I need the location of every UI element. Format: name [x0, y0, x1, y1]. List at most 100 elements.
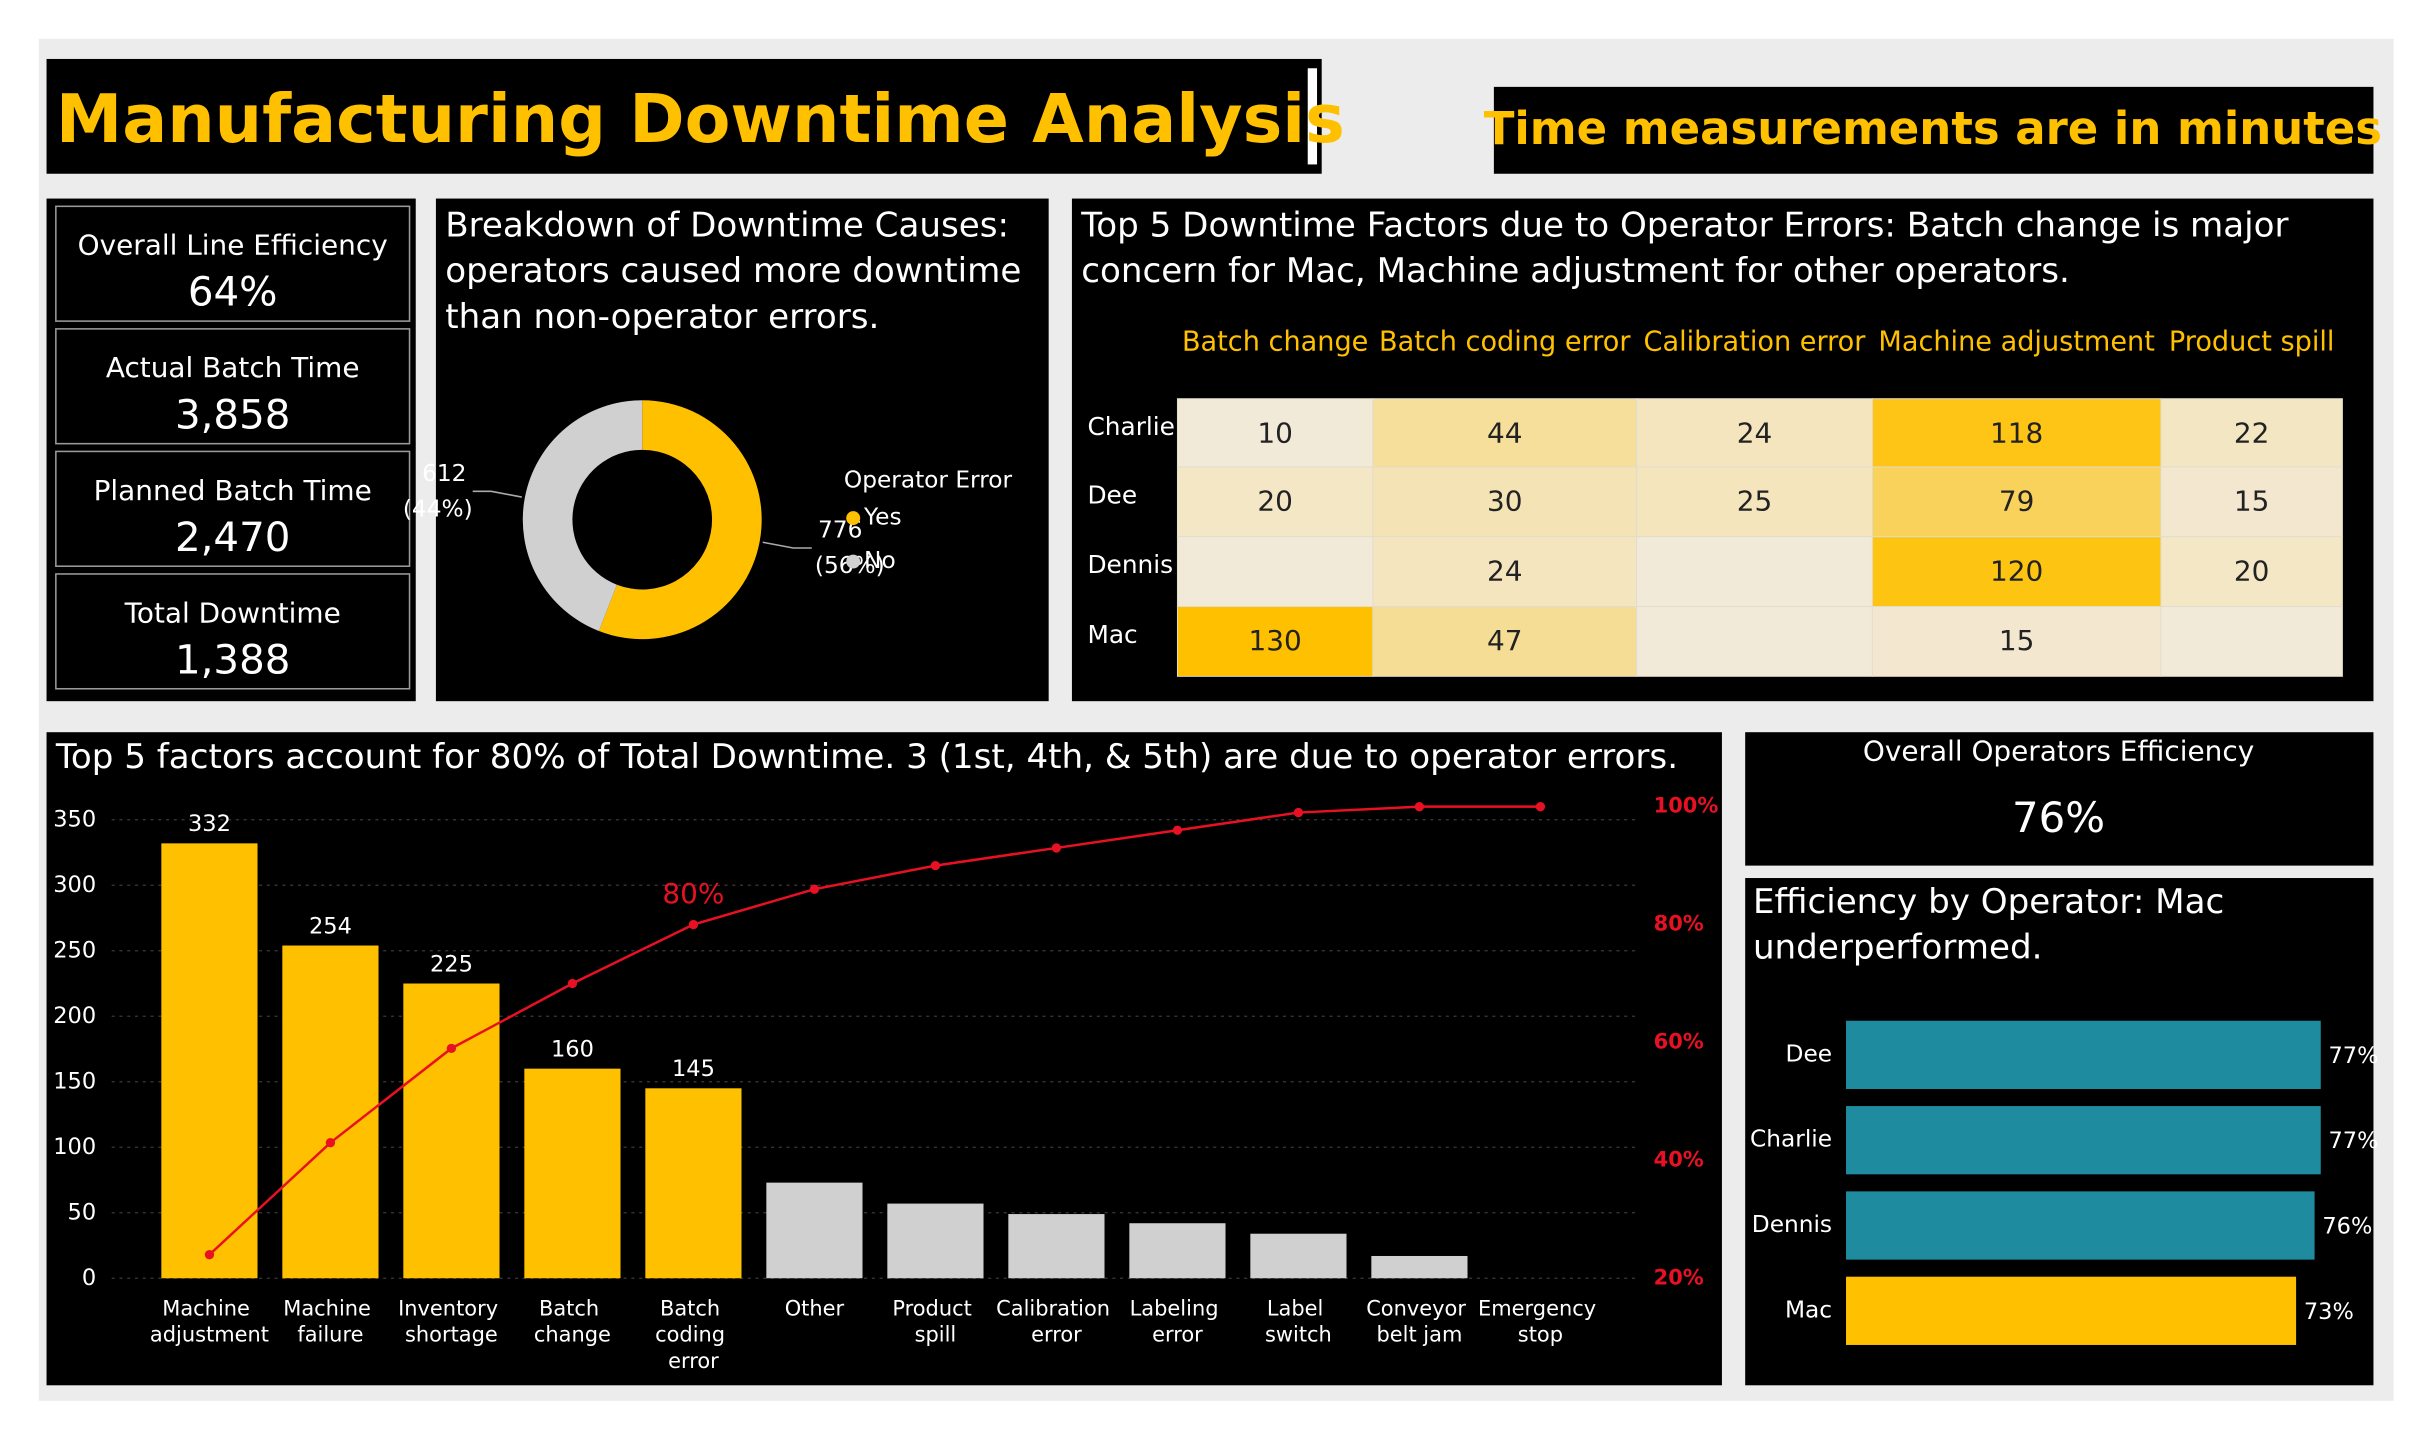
heat-cell [1372, 398, 1638, 468]
cumulative-line [208, 805, 1541, 1256]
x-tick-label: Machine failure [283, 1296, 377, 1346]
cell-value: 20 [2234, 554, 2270, 587]
donut-slice [598, 400, 762, 640]
bar [1250, 1233, 1347, 1279]
x-tick-label: Machine adjustment [150, 1296, 269, 1346]
donut-value-label: 612 [422, 460, 466, 487]
bar [1846, 1020, 2321, 1089]
cell-value: 15 [2234, 485, 2270, 518]
cell-value: 20 [1257, 485, 1293, 518]
x-tick-label: Emergency stop [1478, 1296, 1603, 1346]
bar [1129, 1223, 1226, 1279]
heat-cell [1176, 466, 1374, 538]
x-tick-label: Labeling error [1130, 1296, 1226, 1346]
heat-cell [1871, 606, 2162, 677]
kpi-label: Overall Operators Efficiency [1863, 734, 2254, 767]
kpi-value: 3,858 [175, 391, 290, 438]
kpi-value: 76% [2012, 793, 2105, 842]
bar-value-label: 77% [2329, 1043, 2379, 1069]
heat-cell [1372, 466, 1638, 538]
y-category-label: Mac [1785, 1296, 1832, 1323]
cumulative-point [930, 860, 941, 871]
y-tick-label: 150 [53, 1068, 96, 1094]
bar-value-label: 76% [2322, 1214, 2372, 1240]
cell-value: 120 [1990, 554, 2043, 587]
empty-cell [1636, 536, 1873, 608]
x-tick-label: Label switch [1265, 1296, 1332, 1346]
cell-value: 118 [1990, 416, 2043, 449]
y-category-label: Dennis [1752, 1211, 1832, 1238]
cell-value: 24 [1737, 416, 1773, 449]
cumulative-point [567, 978, 578, 989]
bar-value-label: 225 [430, 951, 473, 977]
chart-title: Top 5 factors account for 80% of Total D… [55, 737, 1678, 777]
heat-cell [1636, 398, 1873, 468]
legend-swatch [846, 554, 861, 569]
empty-cell [2160, 606, 2343, 677]
y-tick-label: 200 [53, 1003, 96, 1029]
empty-cell [1636, 606, 1873, 677]
heat-cell [2160, 398, 2343, 468]
y2-tick-label: 20% [1654, 1265, 1704, 1289]
column-header: Batch coding error [1379, 326, 1631, 357]
row-header: Charlie [1087, 412, 1175, 441]
column-header: Calibration error [1644, 326, 1867, 357]
y2-tick-label: 80% [1654, 912, 1704, 936]
kpi-value: 64% [188, 269, 278, 316]
legend-swatch [846, 511, 861, 526]
kpi-card [55, 205, 411, 322]
leader-line [762, 541, 812, 549]
chart-title: Breakdown of Downtime Causes: operators … [445, 205, 1032, 337]
bar-value-label: 145 [672, 1056, 715, 1082]
bar-value-label: 254 [309, 913, 352, 939]
y2-tick-label: 60% [1654, 1029, 1704, 1053]
column-header: Product spill [2169, 326, 2335, 357]
cell-value: 47 [1487, 624, 1523, 657]
bar-value-label: 332 [188, 811, 231, 837]
x-tick-label: Calibration error [996, 1296, 1117, 1346]
title-panel [46, 58, 1322, 174]
bar [403, 983, 500, 1279]
donut-panel [435, 198, 1049, 702]
x-tick-label: Product spill [892, 1296, 978, 1346]
heat-cell [1176, 606, 1374, 677]
cell-value: 25 [1737, 485, 1773, 518]
cumulative-point [1293, 807, 1304, 818]
bar [282, 945, 379, 1279]
column-header: Machine adjustment [1878, 326, 2154, 357]
cumulative-point [688, 919, 699, 930]
legend-label: Yes [863, 504, 902, 531]
y-tick-label: 300 [53, 872, 96, 898]
bar [1008, 1214, 1105, 1279]
heat-cell [2160, 536, 2343, 608]
cumulative-point [1051, 843, 1062, 853]
kpi-card [55, 573, 411, 690]
bar [1846, 1276, 2297, 1345]
kpi-label: Overall Line Efficiency [78, 229, 388, 262]
y2-tick-label: 100% [1654, 794, 1719, 818]
legend-label: No [864, 547, 896, 574]
heat-cell [1176, 398, 1374, 468]
legend-title: Operator Error [844, 466, 1013, 493]
donut-percent-label: (44%) [403, 495, 473, 522]
row-header: Dennis [1087, 550, 1173, 579]
title-bar [1307, 68, 1318, 165]
heat-cell [2160, 466, 2343, 538]
bar [1846, 1106, 2321, 1175]
donut-slice [522, 400, 643, 631]
bar [524, 1068, 621, 1279]
column-header: Batch change [1182, 326, 1368, 357]
kpi-label: Planned Batch Time [94, 474, 372, 507]
kpi-value: 2,470 [175, 514, 290, 561]
chart-title: Top 5 Downtime Factors due to Operator E… [1080, 205, 2299, 291]
x-tick-label: Inventory shortage [398, 1296, 505, 1346]
y-tick-label: 50 [68, 1199, 97, 1225]
y-category-label: Charlie [1750, 1126, 1832, 1153]
heat-cell [1372, 606, 1638, 677]
y-tick-label: 0 [82, 1265, 96, 1291]
operators-kpi-panel [1745, 732, 2374, 866]
leader-line [472, 490, 522, 498]
empty-cell [1176, 536, 1374, 608]
cumulative-point [325, 1138, 336, 1148]
cumulative-point [1172, 825, 1183, 835]
